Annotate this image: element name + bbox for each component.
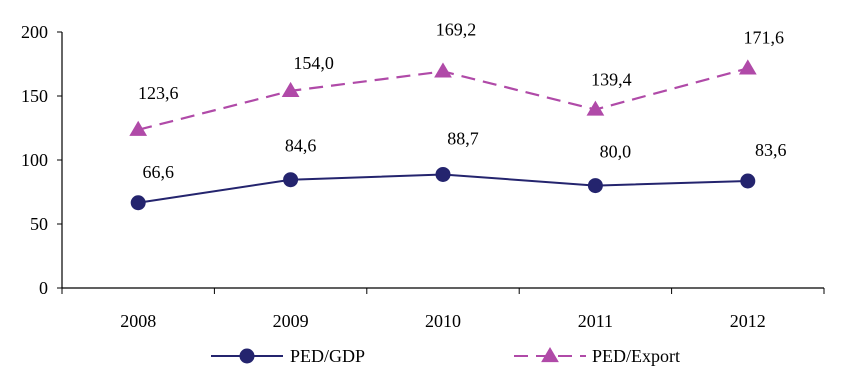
- data-label: 169,2: [436, 19, 477, 39]
- data-label: 123,6: [138, 83, 179, 103]
- legend-item: PED/GDP: [211, 346, 365, 366]
- data-point: [239, 348, 255, 364]
- legend-label: PED/Export: [592, 346, 680, 366]
- data-point: [740, 173, 756, 189]
- data-label: 88,7: [447, 128, 479, 148]
- data-point: [283, 172, 299, 188]
- y-tick-label: 200: [21, 22, 48, 42]
- series-2: 123,6 154,0 169,2 139,4 171,6: [129, 19, 785, 136]
- legend-label: PED/GDP: [290, 346, 365, 366]
- x-tick-label: 2009: [273, 311, 309, 331]
- data-point: [130, 195, 146, 211]
- data-label: 83,6: [755, 140, 787, 160]
- x-tick-label: 2012: [730, 311, 766, 331]
- x-axis: 2008 2009 2010 2011 2012: [61, 288, 825, 331]
- series-1: 66,6 84,6 88,7 80,0 83,6: [130, 128, 787, 211]
- data-point: [434, 62, 452, 78]
- data-label: 171,6: [744, 27, 785, 47]
- legend-item: PED/Export: [514, 346, 680, 366]
- data-point: [435, 166, 451, 182]
- data-label: 154,0: [293, 53, 334, 73]
- y-tick-label: 0: [39, 278, 48, 298]
- y-tick-label: 50: [30, 214, 48, 234]
- series-line: [137, 67, 749, 131]
- data-point: [738, 59, 757, 75]
- data-point: [281, 81, 300, 97]
- y-tick-label: 100: [21, 150, 48, 170]
- data-label: 139,4: [591, 70, 632, 90]
- x-tick-label: 2011: [578, 311, 613, 331]
- data-label: 80,0: [600, 142, 632, 162]
- data-label: 66,6: [142, 162, 174, 182]
- data-point: [129, 120, 148, 136]
- data-point: [587, 178, 603, 194]
- y-axis: 0 50 100 150 200: [21, 22, 62, 298]
- x-tick-label: 2008: [120, 311, 156, 331]
- x-tick-label: 2010: [425, 311, 461, 331]
- plot-area: 66,6 84,6 88,7 80,0 83,6 123,6 154,0 169,2 139,4…: [129, 19, 787, 211]
- data-point: [586, 100, 605, 116]
- data-point: [541, 347, 559, 363]
- y-tick-label: 150: [21, 86, 48, 106]
- legend: PED/GDP PED/Export: [211, 346, 680, 366]
- data-label: 84,6: [285, 136, 317, 156]
